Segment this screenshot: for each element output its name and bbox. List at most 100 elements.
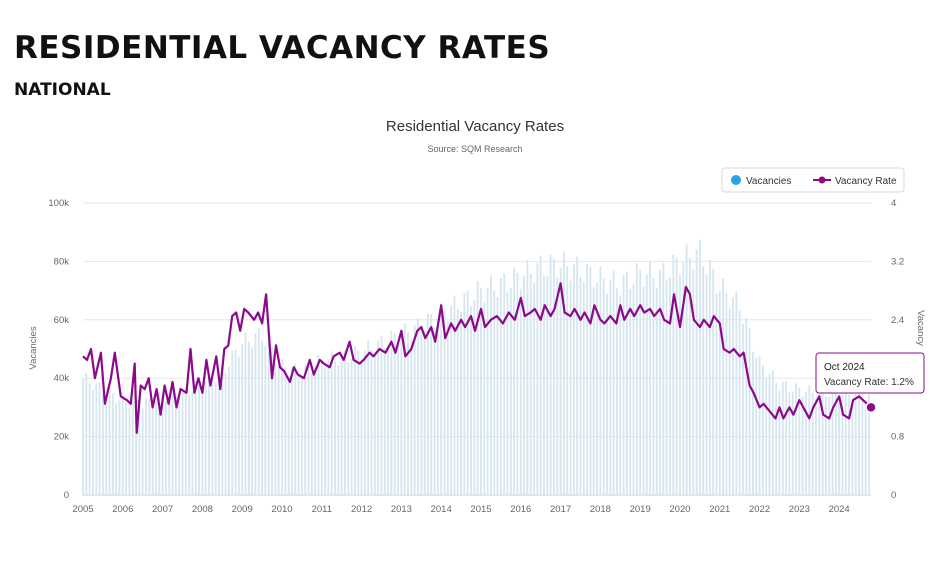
y-left-tick-label: 100k xyxy=(48,198,69,209)
vacancies-bar xyxy=(765,377,768,495)
vacancies-bar xyxy=(171,388,174,495)
vacancies-bar xyxy=(742,323,744,495)
y-left-tick-label: 40k xyxy=(54,373,70,384)
vacancies-bar xyxy=(556,277,559,495)
x-axis-ticks: 2005 2006 2007 2008 2009 2010 2011 2012 2013 2014… xyxy=(72,504,849,515)
vacancies-bar xyxy=(135,398,137,495)
x-tick-label: 2012 xyxy=(351,504,372,515)
vacancies-bar xyxy=(214,382,217,495)
x-tick-label: 2018 xyxy=(590,504,611,515)
vacancies-bar xyxy=(211,380,214,495)
vacancies-bar xyxy=(261,340,264,495)
vacancies-bar xyxy=(529,273,532,495)
vacancies-bar xyxy=(824,396,827,495)
vacancies-bar xyxy=(111,393,114,495)
vacancies-bar xyxy=(334,361,336,495)
vacancies-bar xyxy=(317,354,320,495)
vacancies-bar xyxy=(367,340,370,495)
vacancies-bar xyxy=(264,346,267,495)
vacancies-bar xyxy=(562,251,565,495)
vacancies-bar xyxy=(755,357,758,495)
tooltip-separator: : xyxy=(886,377,892,388)
legend-rate-marker xyxy=(818,176,826,184)
vacancies-bar xyxy=(440,303,443,495)
vacancies-bar xyxy=(645,274,648,495)
x-tick-label: 2024 xyxy=(829,504,850,515)
vacancies-bar xyxy=(735,291,738,495)
legend-item-vacancies[interactable]: Vacancies xyxy=(731,175,791,187)
vacancies-bar xyxy=(151,405,154,495)
vacancies-bar xyxy=(476,281,479,495)
vacancies-bar xyxy=(675,257,678,495)
vacancies-bar xyxy=(267,337,270,495)
vacancies-bar xyxy=(357,350,360,495)
vacancies-bar xyxy=(791,391,794,495)
vacancies-bar xyxy=(121,395,124,495)
vacancies-bar xyxy=(771,370,774,495)
vacancies-bar xyxy=(732,297,734,495)
vacancies-bar xyxy=(327,358,330,495)
vacancy-rate-highlight-point[interactable] xyxy=(865,401,877,414)
vacancies-bar xyxy=(191,391,194,495)
vacancies-bar xyxy=(373,354,376,495)
vacancies-bar xyxy=(237,356,240,495)
vacancies-bar xyxy=(752,351,754,495)
vacancies-bar xyxy=(519,288,522,495)
vacancies-bar xyxy=(781,381,784,495)
y-right-axis-ticks: 00.81.62.43.24 xyxy=(891,198,904,501)
legend-rate-label: Vacancy Rate xyxy=(835,176,897,187)
x-tick-label: 2017 xyxy=(550,504,571,515)
vacancies-bar xyxy=(88,383,91,495)
vacancies-bar xyxy=(281,358,283,495)
vacancies-bar xyxy=(473,299,476,495)
vacancies-bar xyxy=(712,268,715,495)
vacancies-bar xyxy=(204,381,207,495)
tooltip-value: Vacancy Rate: 1.2% xyxy=(824,377,914,388)
x-tick-label: 2009 xyxy=(232,504,253,515)
vacancies-bar xyxy=(377,340,380,495)
vacancies-bar xyxy=(652,278,655,495)
vacancies-bar xyxy=(231,350,234,495)
vacancies-bar xyxy=(516,272,519,495)
vacancies-bar xyxy=(695,249,698,495)
y-left-tick-label: 60k xyxy=(54,315,70,326)
vacancies-bar xyxy=(533,283,535,495)
vacancies-bar xyxy=(168,393,171,495)
vacancies-bar xyxy=(738,310,741,495)
vacancies-bar xyxy=(340,352,343,495)
slide-title: RESIDENTIAL VACANCY RATES xyxy=(14,30,551,66)
vacancies-bar xyxy=(218,370,220,495)
vacancies-bar xyxy=(254,333,257,495)
vacancies-bar xyxy=(818,390,821,495)
x-tick-label: 2007 xyxy=(152,504,173,515)
vacancies-bar xyxy=(463,292,466,495)
vacancy-chart: Residential Vacancy Rates Source: SQM Re… xyxy=(28,118,926,515)
vacancies-bar xyxy=(257,327,260,495)
vacancies-bar xyxy=(493,290,496,495)
vacancies-bar xyxy=(566,266,569,495)
vacancies-bar xyxy=(108,388,111,495)
vacancies-bar xyxy=(513,267,516,495)
vacancies-bar xyxy=(433,327,436,495)
vacancies-bar xyxy=(456,309,459,495)
x-tick-label: 2019 xyxy=(630,504,651,515)
chart-title: Residential Vacancy Rates xyxy=(386,118,564,135)
vacancies-bar xyxy=(443,311,446,495)
vacancies-bar xyxy=(427,313,429,495)
vacancies-bar xyxy=(470,306,472,495)
tooltip-date: Oct 2024 xyxy=(824,362,865,373)
vacancies-bar xyxy=(483,301,486,495)
vacancies-bar xyxy=(539,255,542,495)
vacancies-bar xyxy=(344,350,346,495)
y-right-tick-label: 4 xyxy=(891,198,896,209)
vacancies-bar xyxy=(165,401,167,495)
vacancies-bar xyxy=(417,318,419,495)
y-left-axis-ticks: 0 20k 40k 60k 80k 100k xyxy=(48,198,69,501)
legend-item-vacancy-rate[interactable]: Vacancy Rate xyxy=(813,176,897,187)
vacancies-bar xyxy=(330,351,333,495)
vacancies-bar xyxy=(559,267,562,495)
vacancies-bar xyxy=(649,261,652,495)
vacancies-bar xyxy=(228,367,230,495)
vacancies-bar xyxy=(682,262,685,495)
vacancies-bar xyxy=(115,403,118,495)
